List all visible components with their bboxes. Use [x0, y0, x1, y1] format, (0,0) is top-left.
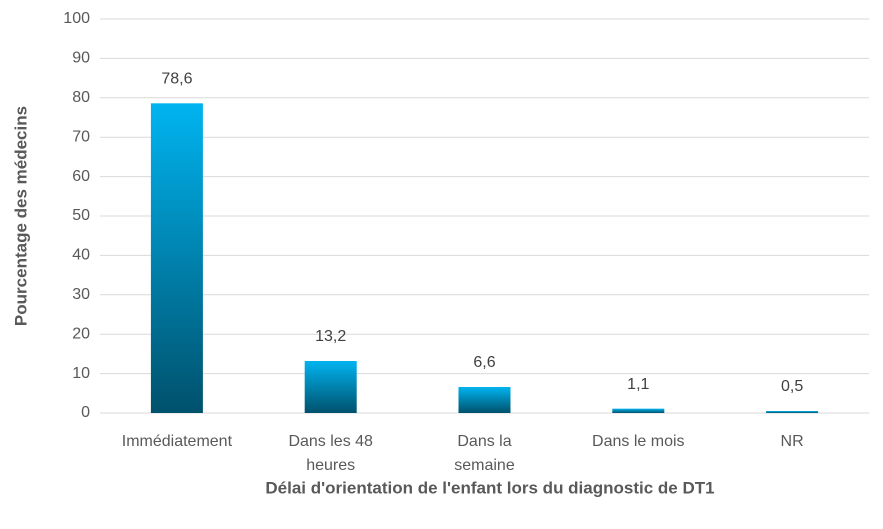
y-tick-label: 50	[72, 207, 90, 224]
bar	[458, 386, 511, 413]
y-tick-label: 100	[63, 10, 90, 27]
y-tick-label: 0	[81, 404, 90, 421]
y-tick-label: 20	[72, 325, 90, 342]
y-tick-label: 80	[72, 89, 90, 106]
y-tick-label: 70	[72, 128, 90, 145]
x-tick-label: Dans les 48 heures	[288, 433, 373, 474]
bar	[766, 411, 819, 413]
value-label: 1,1	[627, 376, 649, 393]
y-tick-label: 90	[72, 50, 90, 67]
x-tick-label: NR	[780, 433, 804, 450]
y-tick-label: 10	[72, 365, 90, 382]
value-label: 78,6	[161, 71, 192, 88]
bar	[612, 408, 665, 413]
value-label: 13,2	[315, 328, 346, 345]
value-label: 0,5	[781, 378, 803, 395]
value-label: 6,6	[473, 354, 495, 371]
x-tick-label: Immédiatement	[121, 433, 233, 450]
x-axis-title: Délai d'orientation de l'enfant lors du …	[265, 478, 714, 497]
y-axis-title: Pourcentage des médecins	[11, 106, 30, 326]
y-tick-label: 30	[72, 286, 90, 303]
bar	[304, 360, 357, 413]
y-tick-label: 40	[72, 247, 90, 264]
x-tick-label: Dans le mois	[592, 433, 685, 450]
x-tick-label: Dans la semaine	[454, 433, 515, 474]
bar	[150, 103, 203, 413]
y-tick-label: 60	[72, 168, 90, 185]
